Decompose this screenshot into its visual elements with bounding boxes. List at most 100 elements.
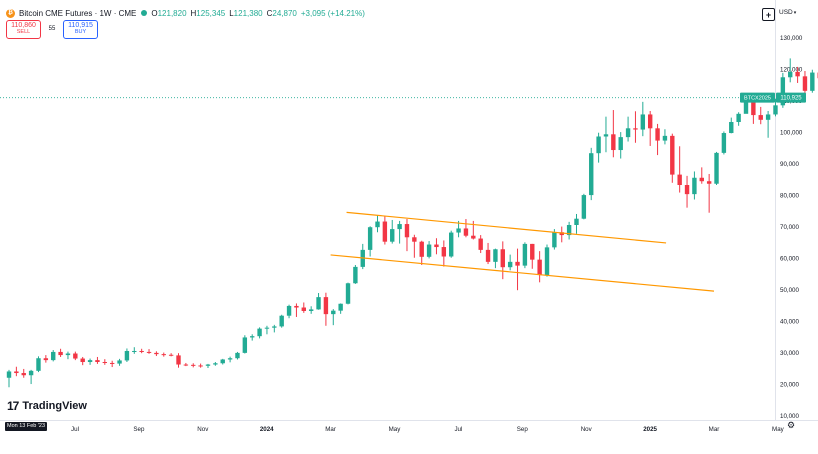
candle-body [390,229,394,242]
candle-body [663,136,667,141]
candle-body [530,244,534,260]
candle-body [316,297,320,309]
watermark-text: TradingView [22,400,87,412]
candle-body [257,329,261,337]
candle-body [596,136,600,153]
candle-body [523,244,527,266]
candle-body [700,178,704,181]
channel-bottom-line [331,255,714,291]
candle-body [353,267,357,283]
candle-body [648,114,652,128]
candle-body [707,181,711,184]
candle-body [95,360,99,362]
candle-body [773,105,777,114]
add-symbol-button[interactable]: + [762,8,775,21]
candle-body [736,114,740,122]
candle-body [655,128,659,140]
candle-body [331,311,335,314]
candle-body [147,352,151,353]
candle-body [206,365,210,366]
candle-body [383,222,387,242]
candle-body [766,114,770,119]
candle-body [375,222,379,228]
candle-body [427,245,431,257]
x-tick-label: Nov [581,426,593,433]
candle-body [464,228,468,235]
candle-body [103,362,107,363]
gear-icon[interactable]: ⚙ [786,420,796,430]
x-tick-label: Jul [71,426,79,433]
symbol-tag-label: BTCX2025 [744,96,771,102]
candle-body [117,360,121,363]
candle-body [22,373,26,375]
x-tick-label: May [772,426,785,433]
candle-body [759,115,763,120]
candle-body [722,133,726,153]
x-tick-label: Mar [325,426,336,433]
candle-body [243,337,247,352]
candle-body [677,175,681,185]
candle-body [58,352,62,355]
candle-body [7,371,11,377]
x-tick-label: Mar [709,426,720,433]
y-tick-label: 60,000 [780,256,799,263]
candle-body [213,363,217,364]
currency-selector[interactable]: USD▾ [779,9,796,16]
candle-body [501,249,505,267]
crosshair-date-badge: Mon 13 Feb '23 [5,422,47,431]
candle-body [228,358,232,359]
x-tick-label: May [389,426,402,433]
candle-body [619,137,623,150]
candle-body [51,352,55,360]
candle-body [14,371,18,373]
candle-body [279,316,283,327]
candle-body [198,365,202,366]
candle-body [478,239,482,250]
candle-body [449,233,453,257]
candle-body [294,306,298,308]
y-tick-label: 50,000 [780,287,799,294]
y-tick-label: 100,000 [780,130,803,137]
candle-body [442,247,446,256]
x-tick-label: Sep [517,426,529,433]
x-tick-label: Jul [454,426,462,433]
candle-body [493,249,497,262]
candle-body [73,354,77,359]
candle-body [176,355,180,364]
candle-body [221,359,225,363]
candle-body [589,153,593,195]
candle-body [250,336,254,337]
candle-body [139,351,143,352]
candle-body [346,283,350,303]
y-tick-label: 80,000 [780,193,799,200]
channel-top-line [347,212,667,243]
candle-body [626,128,630,137]
x-tick-label: 2025 [643,426,657,433]
last-price-value: 110,925 [780,96,802,102]
candle-body [125,351,129,360]
candle-body [574,219,578,225]
candle-body [309,309,313,311]
candle-body [184,365,188,366]
candle-body [44,358,48,360]
candle-body [744,102,748,114]
candle-body [685,185,689,194]
candle-body [641,114,645,129]
candle-body [287,306,291,316]
candle-body [154,353,158,354]
candle-body [191,365,195,366]
candle-body [515,262,519,266]
candle-body [162,354,166,355]
candle-body [66,354,70,356]
candle-body [670,136,674,175]
candle-body [302,308,306,311]
candle-body [29,371,33,375]
candle-body [272,326,276,327]
candle-body [235,353,239,358]
candle-body [633,128,637,129]
x-tick-label: Sep [133,426,145,433]
y-tick-label: 20,000 [780,382,799,389]
y-tick-label: 10,000 [780,413,799,420]
candle-body [36,358,40,371]
